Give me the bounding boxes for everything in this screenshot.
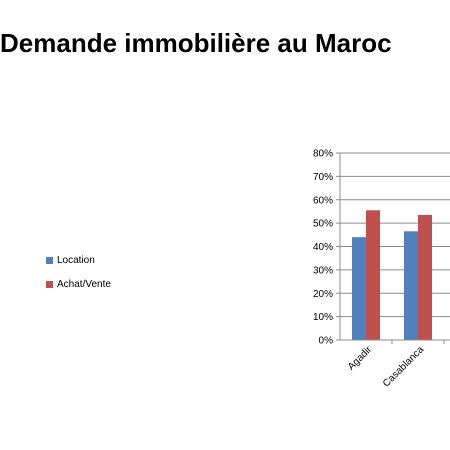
chart-legend: Location Achat/Vente	[46, 253, 111, 301]
bar-agadir-achat-vente	[366, 210, 380, 340]
y-tick-label: 40%	[313, 242, 333, 253]
legend-item-location: Location	[46, 253, 111, 267]
y-tick-label: 60%	[313, 195, 333, 206]
bar-agadir-location	[352, 237, 366, 340]
y-tick-label: 50%	[313, 219, 333, 230]
legend-label-location: Location	[57, 254, 95, 266]
chart-title: Demande immobilière au Maroc	[0, 28, 392, 58]
legend-item-achat-vente: Achat/Vente	[46, 277, 111, 291]
x-tick-label: Agadir	[346, 344, 375, 373]
y-tick-label: 0%	[319, 336, 334, 347]
x-tick-label: Casablanca	[381, 344, 426, 389]
legend-swatch-location	[46, 256, 53, 264]
legend-label-achat-vente: Achat/Vente	[57, 278, 111, 290]
y-tick-label: 70%	[313, 172, 333, 183]
bar-casablanca-location	[404, 231, 418, 340]
y-tick-label: 20%	[313, 289, 333, 300]
y-tick-label: 10%	[313, 312, 333, 323]
bar-casablanca-achat-vente	[418, 214, 432, 340]
y-tick-label: 30%	[313, 265, 333, 276]
y-tick-label: 80%	[313, 149, 333, 160]
legend-swatch-achat-vente	[46, 280, 53, 288]
